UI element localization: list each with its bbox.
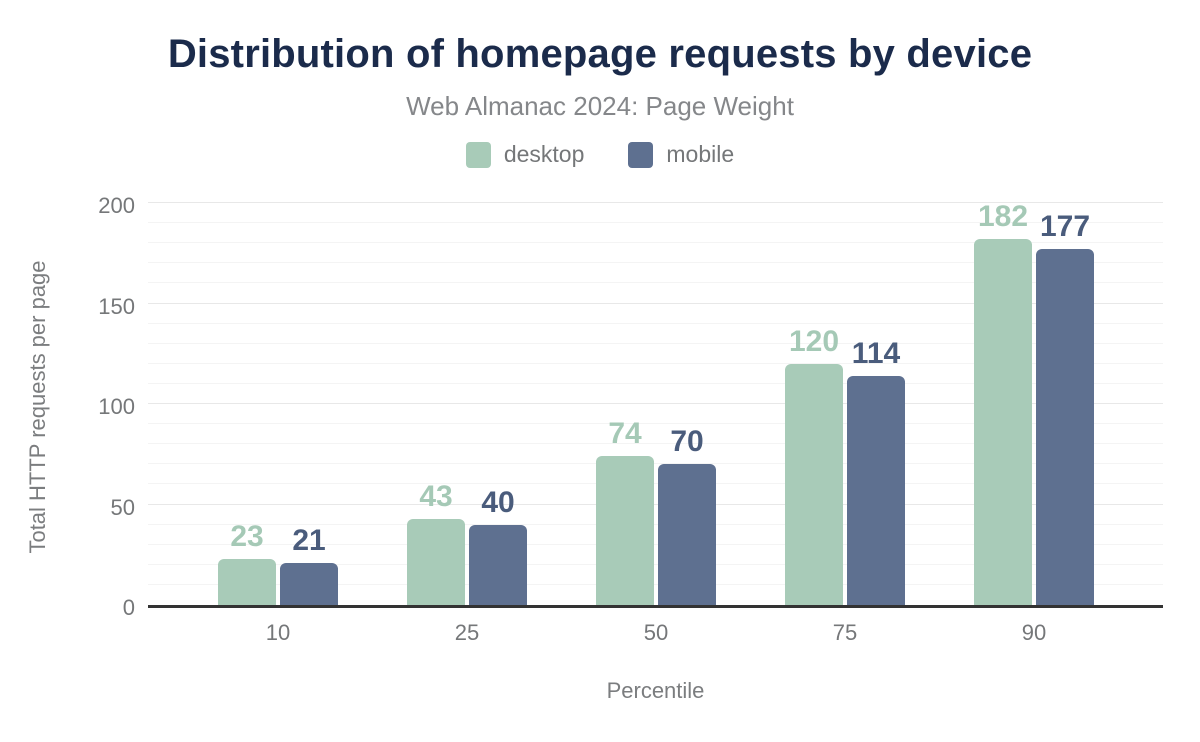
- minor-gridline: [148, 342, 1163, 344]
- bar-value-desktop-p25: 43: [419, 479, 453, 513]
- y-tick-label-150: 150: [98, 293, 135, 319]
- minor-gridline: [148, 583, 1163, 585]
- bar-group-p25: 43 40: [405, 203, 529, 605]
- bar-column-desktop-p25: 43: [407, 479, 465, 605]
- bar-value-mobile-p90: 177: [1039, 210, 1091, 244]
- legend-swatch-desktop: [465, 141, 491, 168]
- y-tick-label-100: 100: [98, 394, 135, 419]
- minor-gridline: [148, 443, 1163, 445]
- x-axis-title: Percentile: [606, 678, 705, 703]
- y-tick-label-200: 200: [98, 193, 135, 218]
- bar-column-mobile-p75: 114: [847, 336, 905, 605]
- bar-mobile-p25[interactable]: [469, 524, 527, 605]
- bar-group-p75: 120 114: [783, 203, 907, 605]
- bar-group-p50: 74 70: [594, 203, 718, 605]
- minor-gridline: [148, 543, 1163, 545]
- bar-group-p90: 182 177: [972, 202, 1096, 605]
- legend: desktop mobile: [0, 141, 1200, 168]
- bar-value-mobile-p75: 114: [851, 336, 901, 370]
- bar-value-desktop-p10: 23: [230, 519, 264, 553]
- minor-gridline: [148, 222, 1163, 224]
- legend-label-desktop: desktop: [503, 141, 585, 167]
- bar-desktop-p75[interactable]: [785, 363, 843, 605]
- minor-gridline: [148, 423, 1163, 425]
- minor-gridline: [148, 282, 1163, 284]
- bar-mobile-p50[interactable]: [658, 464, 716, 605]
- bar-value-desktop-p50: 74: [608, 417, 642, 451]
- bar-column-mobile-p10: 21: [280, 523, 338, 605]
- bar-column-mobile-p25: 40: [469, 485, 527, 605]
- bar-column-desktop-p75: 120: [785, 324, 843, 605]
- chart-subtitle: Web Almanac 2024: Page Weight: [406, 91, 794, 121]
- legend-item-mobile[interactable]: mobile: [628, 141, 734, 168]
- minor-gridline: [148, 362, 1163, 364]
- bar-column-desktop-p90: 182: [974, 202, 1032, 605]
- bar-desktop-p10[interactable]: [218, 558, 276, 605]
- bar-column-mobile-p90: 177: [1036, 212, 1094, 605]
- bar-value-desktop-p75: 120: [788, 324, 840, 358]
- x-tick-label-25: 25: [454, 620, 480, 645]
- bar-mobile-p75[interactable]: [847, 375, 905, 605]
- legend-item-desktop[interactable]: desktop: [465, 141, 585, 168]
- y-tick-label-0: 0: [122, 595, 135, 620]
- bar-value-mobile-p10: 21: [292, 523, 326, 557]
- bar-value-mobile-p25: 40: [481, 485, 515, 519]
- y-tick-label-50: 50: [110, 494, 135, 520]
- plot-area: 23 21 43 40 74 70 120 114 182 177: [148, 202, 1163, 608]
- minor-gridline: [148, 382, 1163, 384]
- bar-desktop-p50[interactable]: [596, 456, 654, 605]
- minor-gridline: [148, 523, 1163, 525]
- bar-desktop-p25[interactable]: [407, 518, 465, 605]
- chart-title: Distribution of homepage requests by dev…: [167, 32, 1033, 76]
- major-gridline: [148, 302, 1163, 304]
- bar-mobile-p10[interactable]: [280, 562, 338, 605]
- x-tick-label-75: 75: [832, 620, 858, 645]
- legend-label-mobile: mobile: [666, 141, 735, 167]
- bar-value-desktop-p90: 182: [977, 200, 1029, 234]
- minor-gridline: [148, 322, 1163, 324]
- legend-swatch-mobile: [628, 141, 654, 168]
- bar-group-p10: 23 21: [216, 203, 340, 605]
- major-gridline: [148, 202, 1163, 203]
- minor-gridline: [148, 483, 1163, 485]
- bar-desktop-p90[interactable]: [974, 239, 1032, 605]
- minor-gridline: [148, 463, 1163, 465]
- major-gridline: [148, 403, 1163, 404]
- x-tick-label-50: 50: [643, 620, 669, 645]
- bar-mobile-p90[interactable]: [1036, 249, 1094, 605]
- bar-column-desktop-p50: 74: [596, 419, 654, 605]
- bar-value-mobile-p50: 70: [670, 425, 704, 459]
- x-tick-label-10: 10: [265, 620, 291, 645]
- bar-column-mobile-p50: 70: [658, 427, 716, 605]
- minor-gridline: [148, 262, 1163, 264]
- minor-gridline: [148, 242, 1163, 244]
- major-gridline: [148, 503, 1163, 505]
- x-tick-label-90: 90: [1021, 620, 1047, 645]
- minor-gridline: [148, 563, 1163, 565]
- bar-column-desktop-p10: 23: [218, 519, 276, 605]
